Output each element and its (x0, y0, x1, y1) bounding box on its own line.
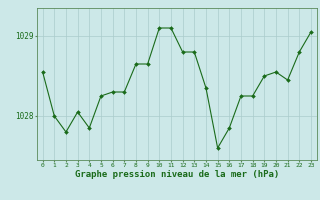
X-axis label: Graphe pression niveau de la mer (hPa): Graphe pression niveau de la mer (hPa) (75, 170, 279, 179)
